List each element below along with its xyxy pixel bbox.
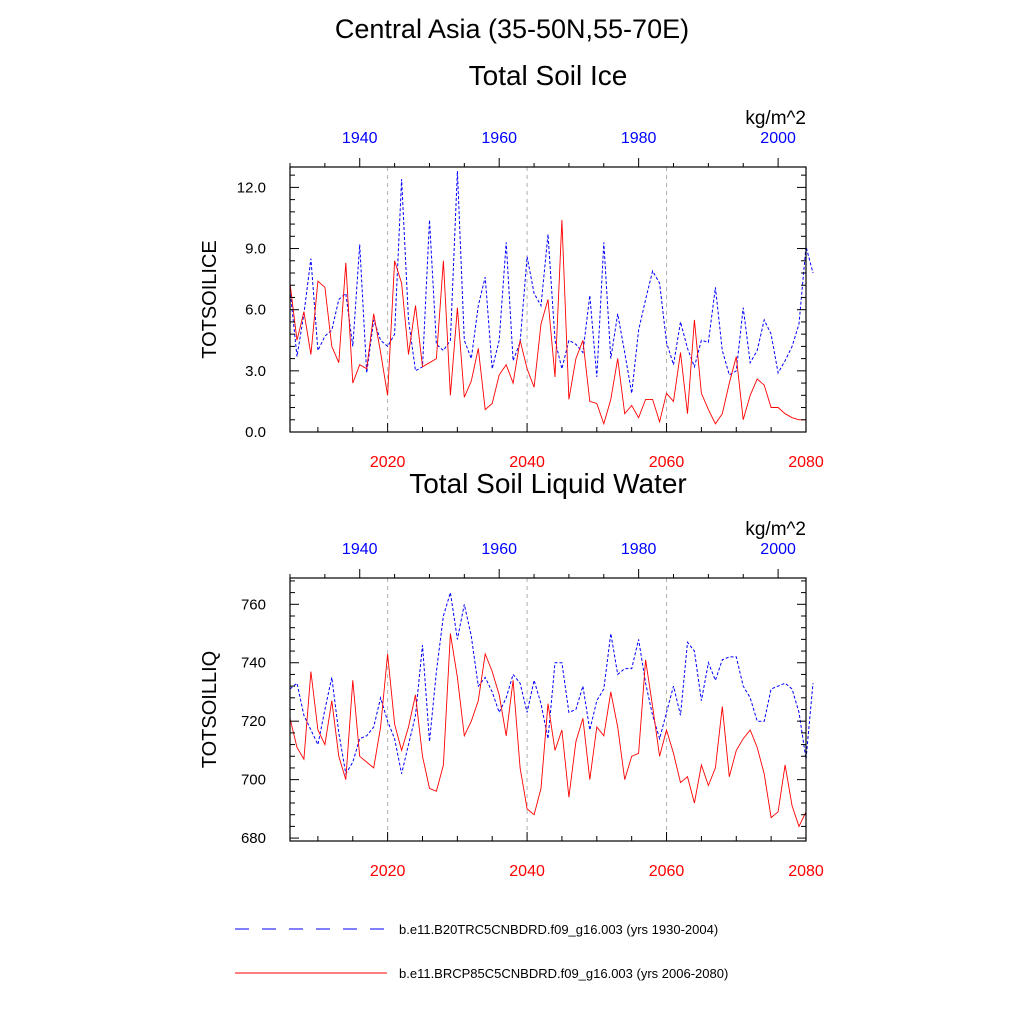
legend-label: b.e11.B20TRC5CNBDRD.f09_g16.003 (yrs 193… bbox=[399, 922, 718, 937]
chart-panel-1: 0.0 3.0 6.0 9.0 12.0 2020 2040 2060 2080 1940 1960… bbox=[199, 108, 824, 471]
legend: b.e11.B20TRC5CNBDRD.f09_g16.003 (yrs 193… bbox=[235, 922, 728, 981]
y-tick-label: 12.0 bbox=[237, 179, 266, 196]
future-series-line bbox=[289, 633, 807, 828]
x-bottom-tick-label: 2060 bbox=[649, 863, 685, 880]
x-top-tick-label: 1940 bbox=[342, 130, 378, 147]
plot-frame bbox=[289, 577, 807, 842]
x-bottom-tick-label: 2040 bbox=[509, 454, 545, 471]
legend-label: b.e11.BRCP85C5CNBDRD.f09_g16.003 (yrs 20… bbox=[399, 966, 728, 981]
y-tick-label: 0.0 bbox=[245, 424, 266, 441]
x-bottom-tick-label: 2020 bbox=[370, 863, 406, 880]
x-top-tick-label: 1980 bbox=[621, 130, 657, 147]
x-top-tick-label: 1960 bbox=[481, 130, 517, 147]
y-tick-label: 9.0 bbox=[245, 241, 266, 258]
x-bottom-tick-label: 2080 bbox=[788, 863, 824, 880]
y-tick-label: 740 bbox=[241, 655, 266, 672]
historical-series-line bbox=[289, 592, 814, 776]
x-top-tick-label: 2000 bbox=[760, 130, 796, 147]
x-top-tick-label: 1940 bbox=[342, 541, 378, 558]
future-series-line bbox=[289, 219, 806, 426]
x-bottom-tick-label: 2060 bbox=[649, 454, 685, 471]
units-label: kg/m^2 bbox=[745, 519, 806, 540]
y-tick-label: 760 bbox=[241, 596, 266, 613]
panel-title-soil-ice: Total Soil Ice bbox=[468, 60, 628, 91]
y-axis-label: TOTSOILICE bbox=[199, 240, 221, 359]
y-tick-label: 720 bbox=[241, 713, 266, 730]
historical-series-line bbox=[289, 171, 814, 394]
y-tick-label: 680 bbox=[241, 830, 266, 847]
x-bottom-tick-label: 2020 bbox=[370, 454, 406, 471]
y-tick-label: 700 bbox=[241, 772, 266, 789]
x-top-tick-label: 1980 bbox=[621, 541, 657, 558]
y-tick-label: 6.0 bbox=[245, 302, 266, 319]
x-bottom-tick-label: 2080 bbox=[788, 454, 824, 471]
plot-frame bbox=[289, 166, 807, 433]
panel-title-soil-liquid-water: Total Soil Liquid Water bbox=[409, 468, 687, 499]
figure-title: Central Asia (35-50N,55-70E) bbox=[334, 14, 690, 44]
units-label: kg/m^2 bbox=[745, 108, 806, 129]
x-top-tick-label: 1960 bbox=[481, 541, 517, 558]
x-bottom-tick-label: 2040 bbox=[509, 863, 545, 880]
y-axis-label: TOTSOILLIQ bbox=[199, 651, 221, 768]
y-tick-label: 3.0 bbox=[245, 363, 266, 380]
x-top-tick-label: 2000 bbox=[760, 541, 796, 558]
chart-panel-2: 680 700 720 740 760 2020 2040 2060 2080 1940 1960 1… bbox=[199, 519, 824, 880]
